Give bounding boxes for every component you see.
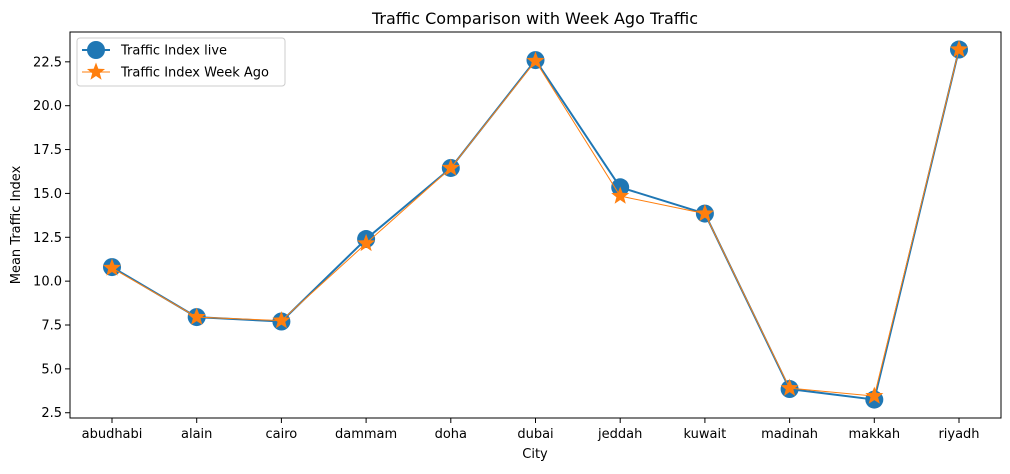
y-tick-label: 7.5 — [41, 319, 62, 334]
data-point — [187, 307, 206, 325]
series-0 — [103, 40, 968, 409]
data-point — [695, 204, 714, 222]
y-tick-label: 10.0 — [33, 275, 62, 290]
chart-title: Traffic Comparison with Week Ago Traffic — [371, 9, 698, 28]
legend-label: Traffic Index live — [120, 44, 227, 59]
y-tick-label: 2.5 — [41, 406, 62, 421]
y-axis: 2.5 5.0 7.5 10.0 12.5 15.0 17.5 20.0 22.5 — [33, 55, 70, 421]
x-tick-label: makkah — [848, 427, 900, 442]
y-axis-label: Mean Traffic Index — [9, 165, 24, 284]
y-tick-label: 15.0 — [33, 187, 62, 202]
x-axis-label: City — [522, 447, 548, 462]
data-point — [865, 386, 884, 404]
data-point — [526, 51, 545, 69]
data-point — [102, 258, 122, 276]
x-tick-label: dubai — [517, 427, 553, 442]
data-point — [611, 186, 630, 204]
data-point — [441, 158, 460, 176]
y-tick-label: 20.0 — [33, 99, 62, 114]
series-line — [111, 49, 960, 401]
x-tick-label: abudhabi — [82, 427, 143, 442]
series-line — [111, 49, 960, 397]
x-tick-label: cairo — [266, 427, 298, 442]
legend-marker — [87, 41, 105, 59]
x-axis: abudhabi alain cairo dammam doha dubai jeddah k… — [82, 418, 980, 442]
x-tick-label: kuwait — [684, 427, 727, 442]
legend: Traffic Index live Traffic Index Week Ago — [76, 37, 286, 87]
plot-area — [69, 31, 1002, 419]
y-tick-label: 17.5 — [33, 143, 62, 158]
legend-label: Traffic Index Week Ago — [120, 66, 269, 81]
legend-marker — [86, 62, 106, 80]
x-tick-label: dammam — [335, 427, 397, 442]
data-point — [272, 311, 291, 329]
data-point — [357, 233, 376, 252]
x-tick-label: riyadh — [938, 427, 979, 442]
y-tick-label: 12.5 — [33, 231, 62, 246]
y-tick-label: 22.5 — [33, 55, 62, 70]
y-tick-label: 5.0 — [41, 362, 62, 377]
x-tick-label: jeddah — [597, 427, 642, 442]
x-tick-label: alain — [181, 427, 212, 442]
data-point — [780, 378, 799, 396]
series-1 — [102, 40, 969, 404]
data-point — [949, 40, 969, 58]
x-tick-label: madinah — [761, 427, 818, 442]
legend-box — [76, 37, 286, 87]
series-layer — [102, 40, 969, 409]
x-tick-label: doha — [435, 427, 467, 442]
